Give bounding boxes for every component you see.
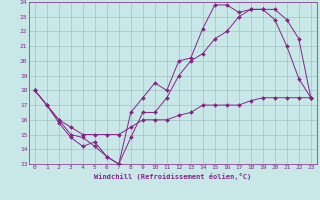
X-axis label: Windchill (Refroidissement éolien,°C): Windchill (Refroidissement éolien,°C) [94,173,252,180]
